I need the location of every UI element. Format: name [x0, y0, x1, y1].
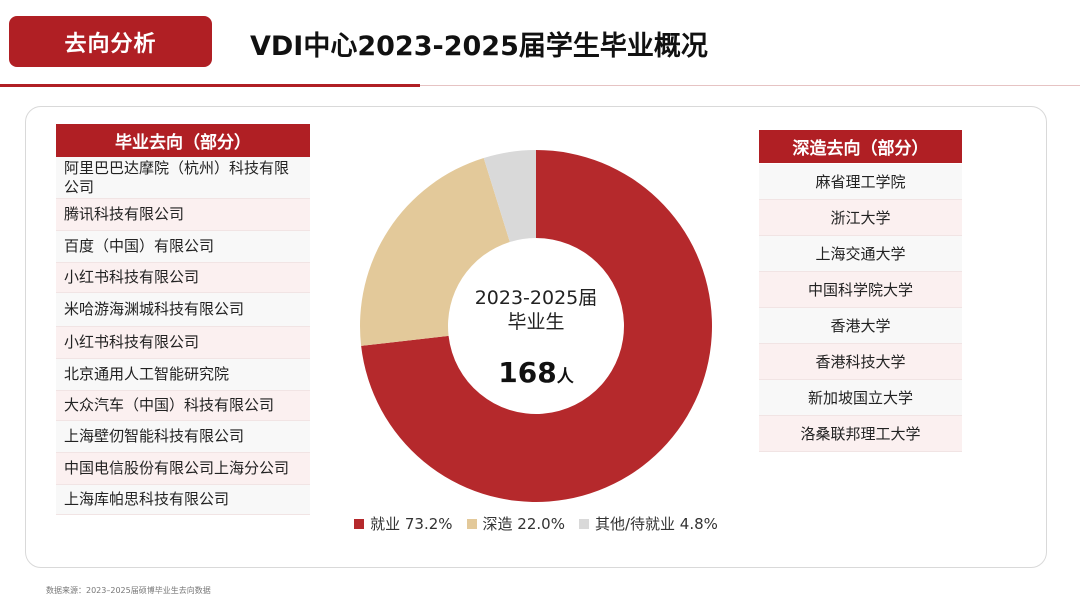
study-list-item: 上海交通大学	[759, 236, 962, 272]
employment-list-item: 阿里巴巴达摩院（杭州）科技有限公司	[56, 157, 310, 199]
study-list-item: 洛桑联邦理工大学	[759, 416, 962, 452]
donut-slice	[360, 157, 510, 346]
section-tag: 去向分析	[9, 16, 212, 67]
graduate-count: 168	[498, 356, 557, 389]
employment-list-item: 百度（中国）有限公司	[56, 231, 310, 263]
legend-item: 深造 22.0%	[466, 513, 565, 534]
study-list-title: 深造去向（部分）	[759, 130, 962, 163]
legend-item: 其他/待就业 4.8%	[578, 513, 718, 534]
study-list-item: 香港科技大学	[759, 344, 962, 380]
study-list-item: 浙江大学	[759, 200, 962, 236]
chart-legend: 就业 73.2% 深造 22.0% 其他/待就业 4.8%	[354, 513, 718, 534]
legend-label: 就业 73.2%	[370, 515, 453, 533]
page-title: VDI中心2023-2025届学生毕业概况	[250, 31, 708, 62]
legend-item: 就业 73.2%	[354, 513, 453, 534]
legend-swatch	[354, 518, 365, 529]
study-list: 麻省理工学院 浙江大学 上海交通大学 中国科学院大学 香港大学 香港科技大学 新加坡国立大学…	[759, 164, 962, 452]
study-list-item: 麻省理工学院	[759, 164, 962, 200]
header-rule	[420, 85, 1080, 86]
employment-list-item: 中国电信股份有限公司上海分公司	[56, 453, 310, 485]
donut-center-label-line: 2023-2025届	[474, 287, 598, 309]
donut-center-label: 2023-2025届 毕业生	[446, 286, 626, 334]
employment-list-item: 腾讯科技有限公司	[56, 199, 310, 231]
donut-center-count: 168人	[446, 356, 626, 389]
graduate-count-unit: 人	[556, 367, 574, 387]
employment-list-item: 小红书科技有限公司	[56, 327, 310, 359]
employment-list-title: 毕业去向（部分）	[56, 124, 310, 157]
employment-list-item: 米哈游海渊城科技有限公司	[56, 293, 310, 327]
employment-list-item: 上海壁仞智能科技有限公司	[56, 421, 310, 453]
legend-swatch	[578, 518, 589, 529]
donut-slice	[483, 150, 536, 242]
employment-list-item: 小红书科技有限公司	[56, 263, 310, 293]
study-list-item: 新加坡国立大学	[759, 380, 962, 416]
data-source-note: 数据来源：2023–2025届硕博毕业生去向数据	[46, 586, 211, 595]
legend-swatch	[466, 518, 477, 529]
study-list-item: 中国科学院大学	[759, 272, 962, 308]
employment-list-item: 上海库帕思科技有限公司	[56, 485, 310, 515]
header-rule-accent	[0, 84, 420, 87]
legend-label: 深造 22.0%	[482, 515, 565, 533]
employment-list-item: 北京通用人工智能研究院	[56, 359, 310, 391]
donut-slice	[361, 150, 712, 502]
legend-label: 其他/待就业 4.8%	[594, 515, 718, 533]
donut-center-label-line: 毕业生	[507, 311, 565, 333]
donut-chart	[360, 150, 712, 502]
study-list-item: 香港大学	[759, 308, 962, 344]
employment-list-item: 大众汽车（中国）科技有限公司	[56, 391, 310, 421]
employment-list: 阿里巴巴达摩院（杭州）科技有限公司 腾讯科技有限公司 百度（中国）有限公司 小红书科技…	[56, 157, 310, 515]
